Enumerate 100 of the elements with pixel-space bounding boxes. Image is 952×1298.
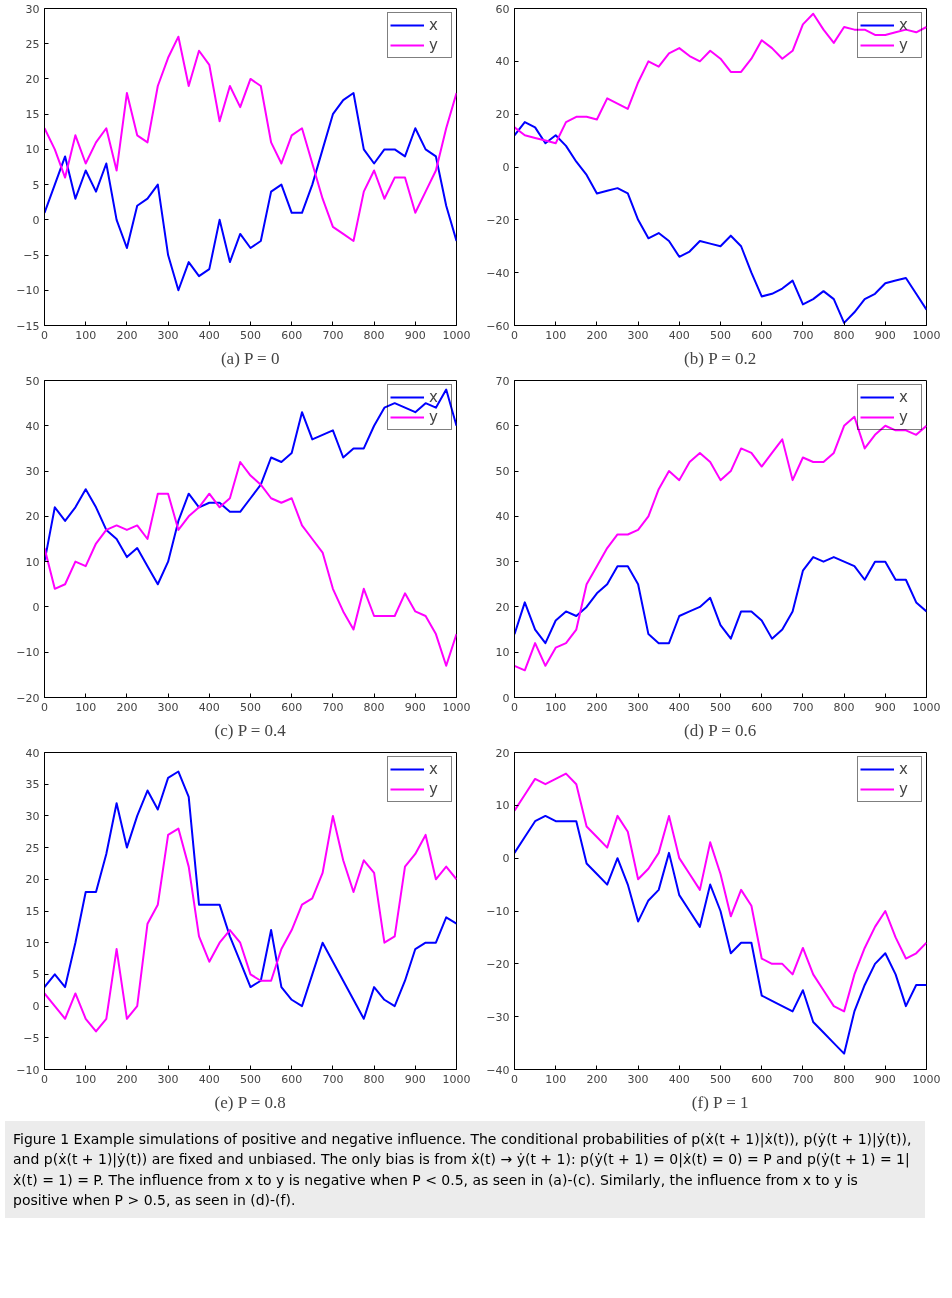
x-tick-label: 300 xyxy=(627,328,649,342)
x-tick-label: 800 xyxy=(833,1072,855,1086)
x-tick-label: 400 xyxy=(668,328,690,342)
y-tick-label: 20 xyxy=(25,510,40,524)
x-tick-label: 700 xyxy=(322,700,344,714)
y-tick-label: 30 xyxy=(25,465,40,479)
x-tick-label: 600 xyxy=(281,1072,303,1086)
caption: Figure 1 Example simulations of positive and negative influence. The conditional probabilities of p(ẋ(t + 1)|ẋ(t)), p(ẏ(t + 1)|ẏ(t)), and p(ẋ(t + 1)|ẏ(t)) are fixed and unbiased. The only bias is from ẋ(t) → ẏ(t + 1): p(ẏ(t + 1) = 0|ẋ(t) = 0) = P and p(ẏ(t + 1) = 1|ẋ(t) = 1) = P. The influence from x to y is negative when P < 0.5, as seen in (a)-(c). Similarly, the influence from x to y is positive when P > 0.5, as seen in (d)-(f). xyxy=(5,1121,925,1219)
x-tick-label: 400 xyxy=(198,1072,220,1086)
y-tick-label: −5 xyxy=(23,249,40,263)
y-tick-label: 40 xyxy=(495,510,510,524)
text: (e) P = 0.8 xyxy=(214,1092,286,1112)
y-tick-label: 30 xyxy=(25,809,40,823)
legend-label: x xyxy=(899,388,909,406)
x-tick-label: 900 xyxy=(404,700,426,714)
x-tick-label: 400 xyxy=(668,1072,690,1086)
y-tick-label: −40 xyxy=(486,1063,510,1077)
x-tick-label: 900 xyxy=(874,700,896,714)
x-tick-label: 800 xyxy=(363,700,385,714)
x-tick-label: 700 xyxy=(792,700,814,714)
y-tick-label: 0 xyxy=(502,852,510,866)
x-tick-label: 1000 xyxy=(442,328,471,342)
y-tick-label: 25 xyxy=(25,841,40,855)
x-tick-label: 300 xyxy=(627,700,649,714)
x-tick-label: 900 xyxy=(874,328,896,342)
x-tick-label: 1000 xyxy=(442,1072,471,1086)
x-tick-label: 1000 xyxy=(912,328,941,342)
y-tick-label: −40 xyxy=(486,266,510,280)
y-tick-label: 5 xyxy=(32,178,40,192)
y-tick-label: −60 xyxy=(486,319,510,333)
text: (f) P = 1 xyxy=(691,1092,749,1112)
x-tick-label: 200 xyxy=(586,328,608,342)
legend-label: y xyxy=(899,36,909,54)
text: (c) P = 0.4 xyxy=(214,720,287,740)
x-tick-label: 200 xyxy=(586,700,608,714)
x-tick-label: 700 xyxy=(322,1072,344,1086)
y-tick-label: −10 xyxy=(16,1063,40,1077)
x-tick-label: 500 xyxy=(240,700,261,714)
y-tick-label: −20 xyxy=(16,691,40,705)
x-tick-label: 800 xyxy=(363,328,385,342)
y-tick-label: −5 xyxy=(23,1031,40,1045)
y-tick-label: 0 xyxy=(32,1000,40,1014)
y-tick-label: 50 xyxy=(25,374,40,388)
y-tick-label: −15 xyxy=(16,319,40,333)
x-tick-label: 700 xyxy=(792,1072,814,1086)
y-tick-label: 15 xyxy=(25,905,40,918)
x-tick-label: 500 xyxy=(710,700,731,714)
y-tick-label: −10 xyxy=(486,905,510,918)
y-tick-label: −20 xyxy=(486,213,510,227)
x-tick-label: 900 xyxy=(404,328,426,342)
x-tick-label: 600 xyxy=(281,328,303,342)
y-tick-label: 30 xyxy=(495,555,510,569)
legend-label: x xyxy=(429,16,439,34)
y-tick-label: 10 xyxy=(495,799,510,813)
x-tick-label: 800 xyxy=(833,328,855,342)
x-tick-label: 100 xyxy=(75,700,97,714)
x-tick-label: 300 xyxy=(627,1072,649,1086)
x-tick-label: 1000 xyxy=(912,1072,941,1086)
y-tick-label: 20 xyxy=(495,108,510,122)
x-tick-label: 500 xyxy=(710,328,731,342)
x-tick-label: 100 xyxy=(75,328,97,342)
x-tick-label: 300 xyxy=(157,1072,179,1086)
y-tick-label: 0 xyxy=(32,600,40,614)
y-tick-label: 15 xyxy=(25,108,40,122)
y-tick-label: 70 xyxy=(495,374,510,388)
legend-label: x xyxy=(899,760,909,778)
y-tick-label: 40 xyxy=(25,419,40,433)
y-tick-label: 10 xyxy=(25,555,40,569)
x-tick-label: 100 xyxy=(545,328,567,342)
text: (d) P = 0.6 xyxy=(684,720,757,740)
y-tick-label: 0 xyxy=(502,691,510,705)
x-tick-label: 1000 xyxy=(442,700,471,714)
x-tick-label: 100 xyxy=(75,1072,97,1086)
y-tick-label: 10 xyxy=(495,646,510,660)
legend-label: y xyxy=(899,780,909,798)
x-tick-label: 200 xyxy=(116,328,138,342)
x-tick-label: 700 xyxy=(792,328,814,342)
x-tick-label: 700 xyxy=(322,328,344,342)
x-tick-label: 200 xyxy=(586,1072,608,1086)
y-tick-label: 20 xyxy=(25,72,40,86)
y-tick-label: −20 xyxy=(486,957,510,971)
legend-label: y xyxy=(429,780,439,798)
y-tick-label: 60 xyxy=(495,419,510,433)
legend-label: y xyxy=(429,36,439,54)
y-tick-label: 20 xyxy=(495,746,510,760)
x-tick-label: 400 xyxy=(198,700,220,714)
x-tick-label: 100 xyxy=(545,700,567,714)
legend-label: x xyxy=(429,388,439,406)
x-tick-label: 400 xyxy=(668,700,690,714)
x-tick-label: 300 xyxy=(157,700,179,714)
y-tick-label: 0 xyxy=(502,161,510,174)
legend-label: y xyxy=(899,408,909,426)
x-tick-label: 300 xyxy=(157,328,179,342)
y-tick-label: 35 xyxy=(25,778,40,792)
x-tick-label: 200 xyxy=(116,1072,138,1086)
legend-label: y xyxy=(429,408,439,426)
y-tick-label: 0 xyxy=(32,213,40,227)
x-tick-label: 500 xyxy=(240,1072,261,1086)
x-tick-label: 600 xyxy=(751,328,773,342)
y-tick-label: −30 xyxy=(486,1010,510,1024)
